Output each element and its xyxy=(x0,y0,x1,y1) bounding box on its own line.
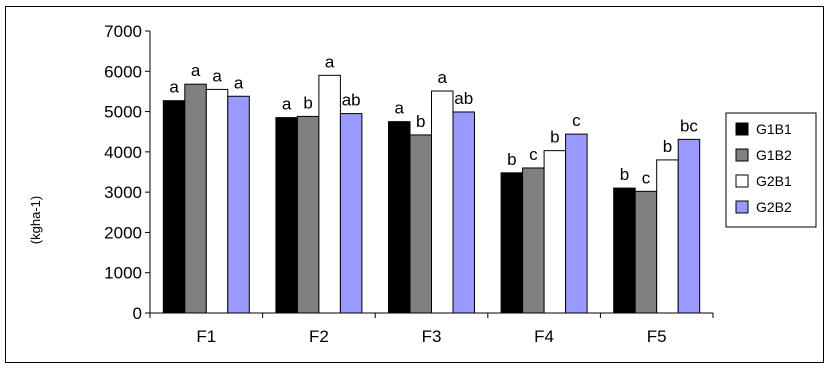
legend-label: G2B1 xyxy=(756,173,792,189)
significance-label: ab xyxy=(454,89,473,108)
y-tick-label: 6000 xyxy=(104,62,142,81)
significance-label: a xyxy=(169,78,179,97)
bar-g1b2-f2 xyxy=(297,116,319,313)
bar-g2b2-f3 xyxy=(453,112,475,313)
y-tick-label: 1000 xyxy=(104,264,142,283)
bar-g2b1-f3 xyxy=(432,91,454,313)
legend-swatch xyxy=(736,175,748,187)
significance-label: c xyxy=(642,168,651,187)
legend: G1B1 G1B2 G2B1 G2B2 xyxy=(726,113,816,227)
y-tick-label: 5000 xyxy=(104,103,142,122)
significance-label: b xyxy=(620,165,629,184)
bar-g1b2-f4 xyxy=(523,168,545,313)
significance-label: b xyxy=(550,128,559,147)
legend-swatch xyxy=(736,149,748,161)
bar-g2b1-f4 xyxy=(544,151,566,313)
bar-g1b2-f1 xyxy=(185,84,207,313)
bar-g1b1-f2 xyxy=(276,118,298,313)
significance-label: a xyxy=(234,73,244,92)
bar-g2b1-f1 xyxy=(206,89,228,313)
significance-label: a xyxy=(395,99,405,118)
significance-label: b xyxy=(507,150,516,169)
legend-label: G1B2 xyxy=(756,147,792,163)
x-tick-label: F3 xyxy=(422,327,442,346)
legend-swatch xyxy=(736,201,748,213)
x-tick-label: F1 xyxy=(196,327,216,346)
y-tick-label: 2000 xyxy=(104,223,142,242)
bar-g1b1-f5 xyxy=(614,188,636,313)
y-tick-label: 0 xyxy=(133,304,142,323)
bar-g1b1-f1 xyxy=(163,101,185,313)
significance-label: a xyxy=(191,61,201,80)
bar-g1b1-f3 xyxy=(389,122,411,313)
significance-label: a xyxy=(325,52,335,71)
bar-g1b2-f3 xyxy=(410,135,432,313)
significance-label: b xyxy=(663,137,672,156)
y-tick-label: 4000 xyxy=(104,143,142,162)
legend-swatch xyxy=(736,123,748,135)
significance-label: b xyxy=(303,93,312,112)
significance-label: a xyxy=(438,68,448,87)
significance-label: a xyxy=(212,66,222,85)
bar-g2b1-f5 xyxy=(657,160,679,313)
legend-label: G2B2 xyxy=(756,199,792,215)
y-tick-label: 7000 xyxy=(104,22,142,41)
significance-label: a xyxy=(282,95,292,114)
bar-g2b2-f2 xyxy=(340,114,362,313)
bars xyxy=(163,75,699,313)
bar-g2b2-f4 xyxy=(566,134,588,313)
significance-label: b xyxy=(416,112,425,131)
significance-label: bc xyxy=(680,116,698,135)
x-tick-label: F4 xyxy=(534,327,554,346)
bar-g2b2-f1 xyxy=(228,96,250,313)
significance-label: ab xyxy=(342,91,361,110)
y-tick-label: 3000 xyxy=(104,183,142,202)
x-tick-label: F5 xyxy=(647,327,667,346)
bar-g2b1-f2 xyxy=(319,75,341,313)
significance-label: c xyxy=(572,111,581,130)
significance-label: c xyxy=(529,145,538,164)
bar-g1b1-f4 xyxy=(501,173,522,313)
bar-g1b2-f5 xyxy=(635,191,657,313)
x-tick-label: F2 xyxy=(309,327,329,346)
y-axis-title: (kgha-1) xyxy=(28,196,43,244)
bar-g2b2-f5 xyxy=(678,139,700,313)
legend-label: G1B1 xyxy=(756,121,792,137)
